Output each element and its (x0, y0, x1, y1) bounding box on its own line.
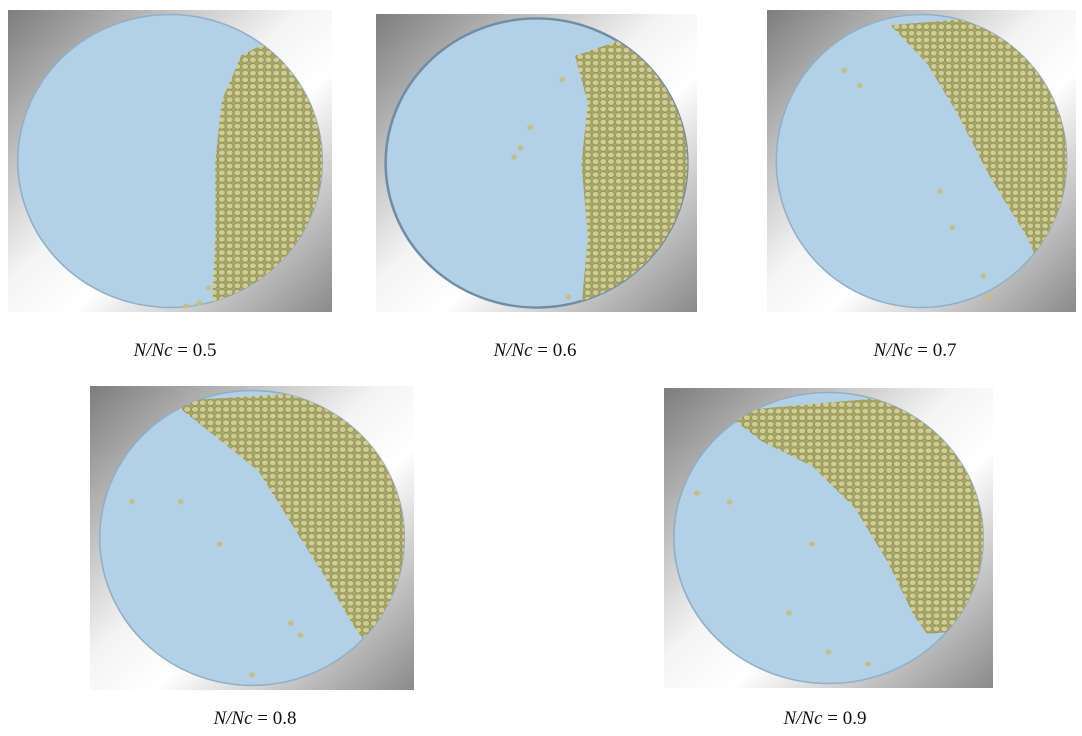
panel-image (767, 10, 1076, 312)
caption: N/Nc = 0.6 (493, 340, 576, 362)
caption-symbol: N/Nc (783, 708, 823, 729)
caption-value: = 0.7 (917, 340, 957, 361)
caption: N/Nc = 0.7 (873, 340, 956, 362)
caption-symbol: N/Nc (493, 340, 533, 361)
caption: N/Nc = 0.9 (783, 708, 866, 730)
caption-value: = 0.8 (257, 708, 297, 729)
caption-value: = 0.9 (827, 708, 867, 729)
caption-symbol: N/Nc (873, 340, 913, 361)
caption-symbol: N/Nc (213, 708, 253, 729)
panel-image (90, 386, 414, 690)
panel-image (376, 14, 697, 312)
caption-symbol: N/Nc (133, 340, 173, 361)
caption: N/Nc = 0.8 (213, 708, 296, 730)
panel-image (8, 10, 332, 312)
panel-image (664, 388, 993, 688)
caption-value: = 0.6 (537, 340, 577, 361)
caption-value: = 0.5 (177, 340, 217, 361)
caption: N/Nc = 0.5 (133, 340, 216, 362)
